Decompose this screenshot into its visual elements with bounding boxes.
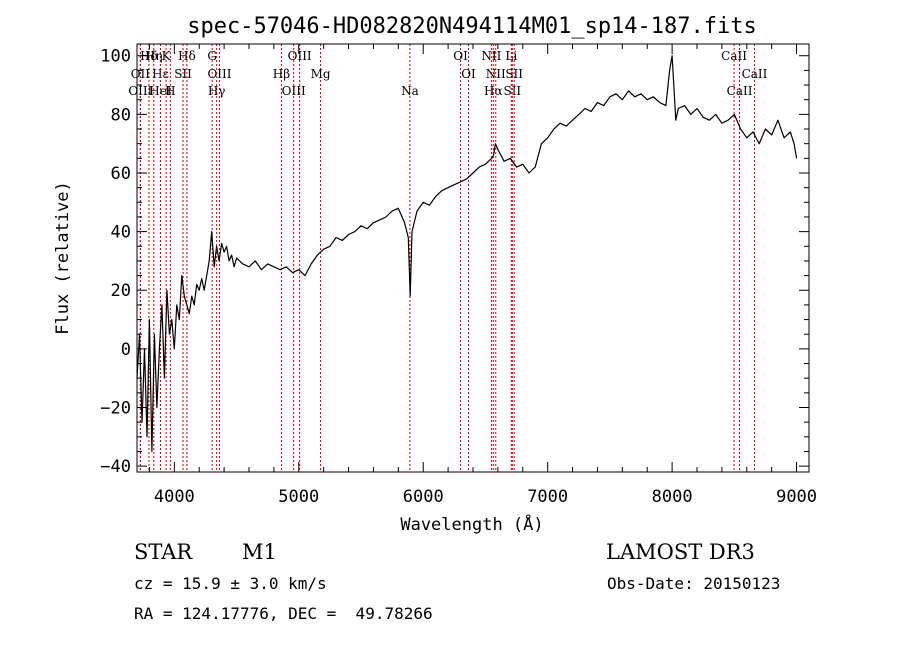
spectrum-line bbox=[136, 55, 798, 453]
spectral-line-markers: HδOIIOIIIKHεHeIHηSIIHHδOIIIHγGHβOIIIOIII… bbox=[128, 44, 768, 472]
y-tick-label: 80 bbox=[111, 105, 131, 125]
spectral-line-label: OIII bbox=[288, 49, 312, 63]
y-tick-label: 100 bbox=[100, 47, 131, 67]
x-tick-label: 8000 bbox=[652, 487, 693, 507]
x-tick-label: 5000 bbox=[278, 487, 319, 507]
survey-name: LAMOST DR3 bbox=[606, 540, 755, 564]
spectral-line-label: Hδ bbox=[178, 49, 196, 63]
spectral-line-label: G bbox=[207, 49, 217, 63]
obs-date-text: Obs-Date: 20150123 bbox=[607, 574, 781, 593]
spectral-line-label: OI bbox=[453, 49, 468, 63]
plot-frame bbox=[136, 43, 810, 473]
y-tick-label: −40 bbox=[100, 457, 131, 477]
y-tick-label: 0 bbox=[121, 340, 131, 360]
spectral-line-label: Hβ bbox=[273, 67, 290, 81]
axis-ticks: 4000 5000 6000 7000 8000 9000 −40 −20 0 20 40 60 80 1… bbox=[100, 44, 817, 507]
coordinates-text: RA = 124.17776, DEC = 49.78266 bbox=[134, 604, 433, 623]
object-class: STAR bbox=[134, 540, 193, 564]
spectral-line-label: OIII bbox=[282, 84, 306, 98]
y-tick-label: −20 bbox=[100, 399, 131, 419]
spectral-line-label: NII bbox=[486, 67, 506, 81]
spectral-line-label: CaII bbox=[727, 84, 753, 98]
spectral-line-label: OIII bbox=[207, 67, 231, 81]
spectral-line-label: Hη bbox=[145, 49, 163, 63]
spectral-line-label: CaII bbox=[721, 49, 747, 63]
spectral-line-label: Mg bbox=[311, 67, 331, 81]
y-tick-label: 60 bbox=[111, 164, 131, 184]
redshift-text: cz = 15.9 ± 3.0 km/s bbox=[134, 574, 327, 593]
x-tick-label: 7000 bbox=[527, 487, 568, 507]
x-axis-label: Wavelength (Å) bbox=[400, 513, 543, 535]
x-tick-label: 6000 bbox=[403, 487, 444, 507]
object-subclass: M1 bbox=[242, 540, 277, 564]
spectral-line-label: SII bbox=[503, 84, 521, 98]
spectral-line-label: OIII bbox=[128, 84, 152, 98]
spectral-line-label: Hγ bbox=[208, 84, 226, 98]
spectral-line-label: CaII bbox=[742, 67, 768, 81]
spectral-line-label: NII bbox=[481, 49, 501, 63]
spectral-line-label: Hα bbox=[484, 84, 503, 98]
spectral-line-label: SII bbox=[174, 67, 192, 81]
chart-title: spec-57046-HD082820N494114M01_sp14-187.f… bbox=[187, 14, 757, 39]
spectral-line-label: HeI bbox=[149, 84, 172, 98]
y-axis-label: Flux (relative) bbox=[53, 181, 73, 335]
spectral-line-label: K bbox=[162, 49, 172, 63]
spectrum-series bbox=[136, 55, 798, 453]
spectral-line-label: OI bbox=[461, 67, 476, 81]
spectral-line-label: SII bbox=[505, 67, 523, 81]
x-tick-label: 4000 bbox=[154, 487, 195, 507]
y-tick-label: 20 bbox=[111, 281, 131, 301]
spectral-line-label: H bbox=[165, 84, 175, 98]
spectral-line-label: Li bbox=[505, 49, 517, 63]
spectral-line-label: Na bbox=[401, 84, 419, 98]
x-tick-label: 9000 bbox=[776, 487, 817, 507]
y-tick-label: 40 bbox=[111, 223, 131, 243]
